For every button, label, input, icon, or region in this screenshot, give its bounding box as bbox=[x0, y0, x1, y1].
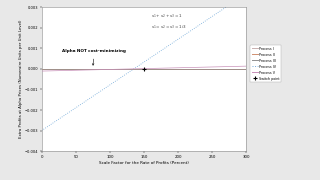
Legend: Process I, Process II, Process III, Process IV, Process V, Switch point: Process I, Process II, Process III, Proc… bbox=[250, 45, 281, 82]
X-axis label: Scale Factor for the Rate of Profits (Percent): Scale Factor for the Rate of Profits (Pe… bbox=[99, 161, 189, 165]
Y-axis label: Extra Profits at Alpha Prices (Numeraire Units per Unit Level): Extra Profits at Alpha Prices (Numeraire… bbox=[19, 20, 22, 138]
Text: $s_1 + s_2 + s_3 = 1$: $s_1 + s_2 + s_3 = 1$ bbox=[151, 12, 182, 20]
Text: Alpha NOT cost-minimizing: Alpha NOT cost-minimizing bbox=[62, 50, 126, 65]
Text: $s_1 = s_2 = s_3 = 1/3$: $s_1 = s_2 = s_3 = 1/3$ bbox=[151, 24, 187, 31]
